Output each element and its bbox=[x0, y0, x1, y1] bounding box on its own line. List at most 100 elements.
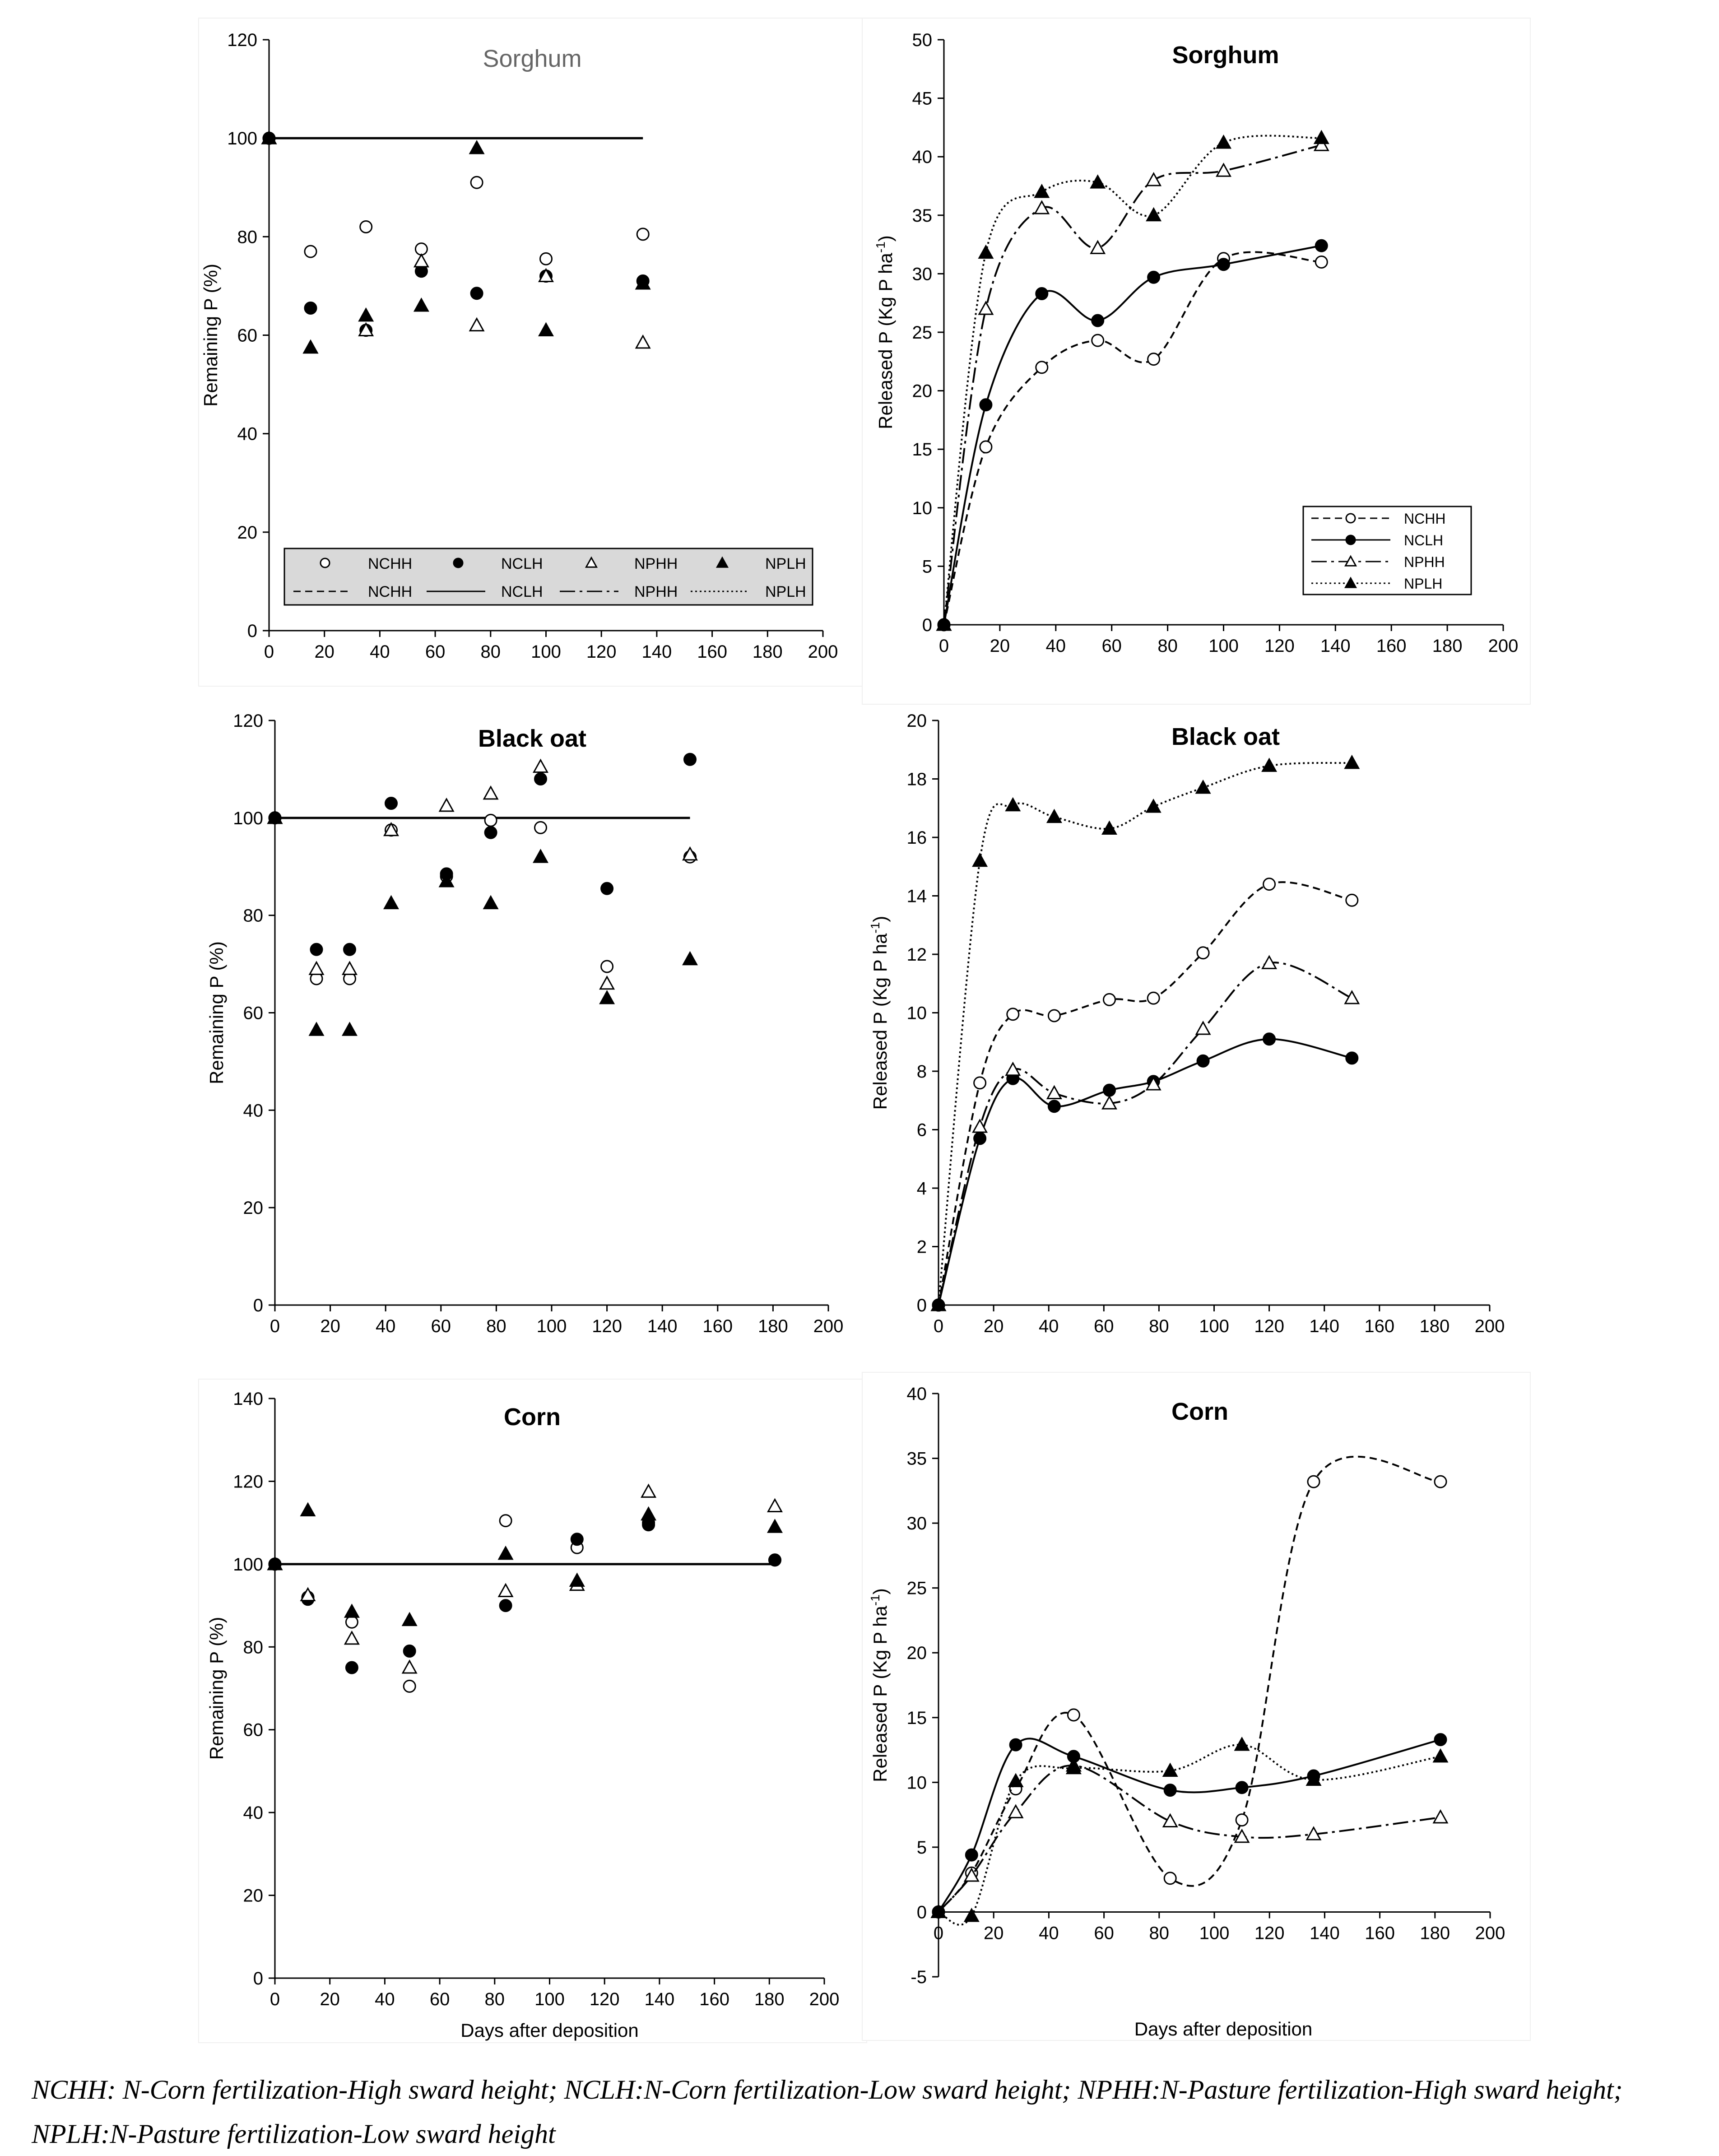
y-tick-label: 100 bbox=[233, 808, 263, 828]
data-point bbox=[308, 961, 325, 975]
data-point bbox=[438, 873, 455, 887]
legend-marker bbox=[1344, 555, 1357, 567]
y-tick-label: 60 bbox=[237, 326, 258, 346]
y-tick-label: 35 bbox=[907, 1449, 927, 1469]
data-point bbox=[470, 287, 483, 300]
data-point bbox=[569, 1572, 585, 1587]
legend-label: NPHH bbox=[634, 583, 678, 600]
data-point bbox=[534, 772, 547, 785]
data-point bbox=[1306, 1826, 1322, 1840]
legend: NCHH NCHH NCLH NCLH NPHH NPHH NPLH NPLH bbox=[283, 548, 813, 606]
series-NCLH bbox=[268, 753, 697, 956]
legend-label: NCLH bbox=[1404, 532, 1443, 548]
legend-label: NCHH bbox=[368, 583, 412, 600]
y-tick-label: 40 bbox=[912, 147, 933, 167]
data-point bbox=[344, 1630, 360, 1645]
data-point bbox=[345, 1661, 358, 1674]
data-point bbox=[1235, 1781, 1249, 1794]
y-tick-label: 20 bbox=[907, 711, 927, 731]
data-point bbox=[973, 1076, 987, 1090]
data-point bbox=[1035, 361, 1049, 374]
data-point bbox=[1261, 955, 1278, 969]
series-NPLH bbox=[267, 1502, 783, 1626]
y-tick-label: 30 bbox=[907, 1514, 927, 1533]
data-point bbox=[538, 268, 554, 283]
data-point bbox=[403, 1645, 416, 1658]
x-tick-label: 100 bbox=[1199, 1923, 1230, 1943]
legend-marker bbox=[1345, 534, 1356, 545]
x-tick-label: 100 bbox=[537, 1316, 567, 1336]
data-point bbox=[1046, 1085, 1062, 1100]
data-point bbox=[641, 1506, 657, 1521]
y-tick-label: 5 bbox=[917, 1838, 927, 1858]
y-tick-label: -5 bbox=[911, 1967, 927, 1987]
data-point bbox=[978, 244, 994, 259]
legend: NCHH NCLH NPHH NPLH bbox=[1302, 506, 1472, 595]
chart-title: Black oat bbox=[1171, 723, 1280, 750]
y-tick-label: 10 bbox=[907, 1004, 927, 1023]
data-point bbox=[413, 253, 429, 268]
y-tick-label: 10 bbox=[912, 498, 933, 518]
data-point bbox=[1432, 1809, 1449, 1824]
series-NPLH bbox=[936, 130, 1329, 631]
chart-title: Sorghum bbox=[1172, 42, 1279, 69]
y-tick-label: 25 bbox=[907, 1579, 927, 1598]
data-point bbox=[470, 176, 483, 189]
x-tick-label: 100 bbox=[534, 1989, 565, 2009]
data-point bbox=[1344, 990, 1360, 1004]
y-tick-label: 16 bbox=[907, 828, 927, 848]
data-point bbox=[972, 852, 988, 867]
x-tick-label: 160 bbox=[697, 642, 727, 662]
chart-released-sorghum: 0 5 10 15 20 25 30 35 40 45 50 0 20 40 60 80 100 120 140 16… bbox=[862, 18, 1531, 705]
data-point bbox=[1008, 1804, 1024, 1818]
data-point bbox=[533, 758, 548, 773]
chart-remaining-sorghum: 0 20 40 60 80 100 120 0 20 40 60 80 100 120 140 160 180 2… bbox=[198, 18, 867, 687]
x-tick-label: 40 bbox=[1039, 1923, 1059, 1943]
data-point bbox=[469, 139, 485, 154]
x-tick-label: 20 bbox=[990, 636, 1010, 656]
chart-title: Sorghum bbox=[483, 45, 581, 72]
data-point bbox=[1344, 754, 1360, 769]
data-point bbox=[1195, 1021, 1211, 1035]
data-point bbox=[414, 242, 428, 256]
y-tick-label: 20 bbox=[237, 523, 258, 543]
x-tick-label: 80 bbox=[485, 1989, 505, 2009]
y-tick-label: 14 bbox=[907, 887, 927, 906]
x-tick-label: 0 bbox=[934, 1316, 943, 1336]
data-point bbox=[1006, 1008, 1020, 1021]
data-point bbox=[570, 1533, 584, 1546]
x-tick-label: 100 bbox=[1208, 636, 1239, 656]
data-point bbox=[1101, 820, 1117, 835]
data-point bbox=[1008, 1773, 1024, 1787]
x-tick-label: 140 bbox=[1309, 1316, 1339, 1336]
x-tick-label: 80 bbox=[481, 642, 501, 662]
data-point bbox=[599, 975, 615, 990]
data-point bbox=[483, 785, 499, 800]
x-tick-label: 180 bbox=[758, 1316, 788, 1336]
y-tick-label: 10 bbox=[907, 1773, 927, 1793]
legend-marker bbox=[1344, 576, 1357, 588]
series-NPHH bbox=[930, 955, 1360, 1311]
y-axis-label: Released P (Kg P ha-1) bbox=[873, 235, 896, 429]
data-point bbox=[1217, 258, 1230, 271]
data-point bbox=[539, 252, 553, 265]
x-tick-label: 40 bbox=[376, 1316, 396, 1336]
x-tick-label: 60 bbox=[425, 642, 446, 662]
x-tick-label: 60 bbox=[430, 1989, 450, 2009]
x-tick-label: 200 bbox=[809, 1989, 840, 2009]
data-point bbox=[300, 1587, 316, 1602]
data-point bbox=[1434, 1475, 1447, 1488]
y-tick-label: 18 bbox=[907, 770, 927, 790]
data-point bbox=[401, 1612, 418, 1626]
y-tick-label: 6 bbox=[917, 1120, 927, 1140]
x-tick-label: 60 bbox=[1094, 1316, 1114, 1336]
data-point bbox=[1145, 798, 1161, 813]
data-point bbox=[1005, 797, 1021, 812]
data-point bbox=[1035, 287, 1049, 300]
data-point bbox=[358, 307, 374, 322]
data-point bbox=[1162, 1762, 1178, 1777]
data-point bbox=[1163, 1872, 1177, 1885]
series-line bbox=[938, 881, 1352, 1306]
data-point bbox=[359, 220, 373, 233]
